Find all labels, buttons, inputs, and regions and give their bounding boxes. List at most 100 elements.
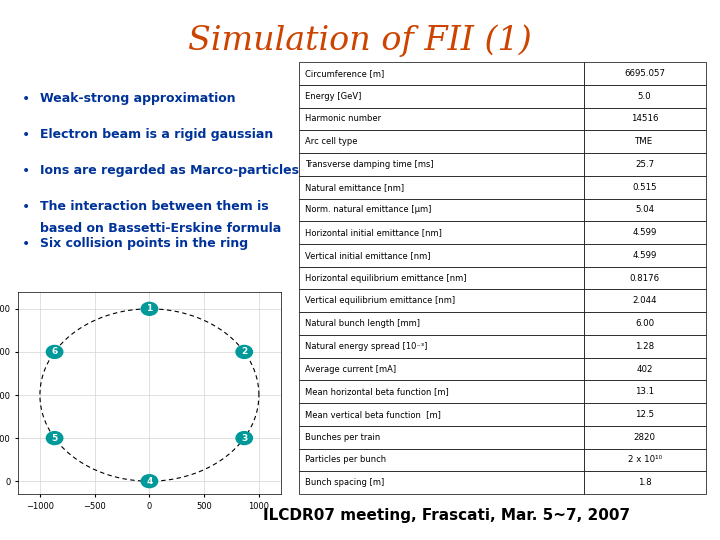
Bar: [299, 221, 583, 244]
Text: 12.5: 12.5: [635, 410, 654, 419]
Circle shape: [141, 302, 158, 315]
Bar: [583, 199, 706, 221]
Text: Natural energy spread [10⁻³]: Natural energy spread [10⁻³]: [305, 342, 427, 351]
Text: Bunches per train: Bunches per train: [305, 433, 380, 442]
Bar: [299, 85, 583, 107]
Text: •: •: [22, 200, 30, 214]
Text: 2: 2: [241, 347, 248, 356]
Bar: [299, 471, 583, 494]
Text: ILCDR07 meeting, Frascati, Mar. 5~7, 2007: ILCDR07 meeting, Frascati, Mar. 5~7, 200…: [263, 508, 630, 523]
Text: 0.515: 0.515: [632, 183, 657, 192]
Text: 5.0: 5.0: [638, 92, 652, 100]
Text: 25.7: 25.7: [635, 160, 654, 169]
Bar: [299, 449, 583, 471]
Text: 0.8176: 0.8176: [629, 274, 660, 282]
Bar: [583, 85, 706, 107]
Bar: [583, 107, 706, 130]
Text: 3: 3: [241, 434, 248, 443]
Bar: [299, 289, 583, 312]
Bar: [583, 403, 706, 426]
Text: Simulation of FII (1): Simulation of FII (1): [188, 24, 532, 57]
Bar: [299, 130, 583, 153]
Text: •: •: [22, 164, 30, 178]
Text: Six collision points in the ring: Six collision points in the ring: [40, 237, 248, 249]
Bar: [583, 289, 706, 312]
Text: Bunch spacing [m]: Bunch spacing [m]: [305, 478, 384, 487]
Circle shape: [236, 431, 253, 444]
Text: 6695.057: 6695.057: [624, 69, 665, 78]
Text: Horizontal equilibrium emittance [nm]: Horizontal equilibrium emittance [nm]: [305, 274, 467, 282]
Circle shape: [141, 475, 158, 488]
Text: Circumference [m]: Circumference [m]: [305, 69, 384, 78]
Bar: [583, 176, 706, 199]
Text: Average current [mA]: Average current [mA]: [305, 364, 396, 374]
Text: Norm. natural emittance [μm]: Norm. natural emittance [μm]: [305, 205, 431, 214]
Text: 4.599: 4.599: [632, 228, 657, 237]
Text: •: •: [22, 92, 30, 106]
Bar: [583, 335, 706, 357]
Text: Particles per bunch: Particles per bunch: [305, 456, 386, 464]
Bar: [299, 153, 583, 176]
Bar: [583, 267, 706, 289]
Bar: [299, 403, 583, 426]
Bar: [583, 62, 706, 85]
Circle shape: [236, 346, 253, 359]
Bar: [299, 312, 583, 335]
Text: 1.28: 1.28: [635, 342, 654, 351]
Text: •: •: [22, 237, 30, 251]
Bar: [299, 62, 583, 85]
Text: TME: TME: [636, 137, 654, 146]
Bar: [583, 244, 706, 267]
Bar: [583, 130, 706, 153]
Text: Transverse damping time [ms]: Transverse damping time [ms]: [305, 160, 433, 169]
Text: •: •: [22, 128, 30, 142]
Text: Mean vertical beta function  [m]: Mean vertical beta function [m]: [305, 410, 441, 419]
Text: Mean horizontal beta function [m]: Mean horizontal beta function [m]: [305, 387, 449, 396]
Text: Ions are regarded as Marco-particles: Ions are regarded as Marco-particles: [40, 164, 299, 177]
Bar: [299, 176, 583, 199]
Bar: [583, 449, 706, 471]
Bar: [299, 107, 583, 130]
Text: Natural bunch length [mm]: Natural bunch length [mm]: [305, 319, 420, 328]
Text: Harmonic number: Harmonic number: [305, 114, 381, 124]
Bar: [299, 380, 583, 403]
Text: 4.599: 4.599: [632, 251, 657, 260]
Text: 13.1: 13.1: [635, 387, 654, 396]
Text: The interaction between them is: The interaction between them is: [40, 200, 269, 213]
Text: Vertical equilibrium emittance [nm]: Vertical equilibrium emittance [nm]: [305, 296, 455, 305]
Text: 14516: 14516: [631, 114, 658, 124]
Text: 2820: 2820: [634, 433, 656, 442]
Bar: [583, 471, 706, 494]
Text: Arc cell type: Arc cell type: [305, 137, 357, 146]
Text: Electron beam is a rigid gaussian: Electron beam is a rigid gaussian: [40, 128, 273, 141]
Text: Horizontal initial emittance [nm]: Horizontal initial emittance [nm]: [305, 228, 442, 237]
Text: 6.00: 6.00: [635, 319, 654, 328]
Text: 1: 1: [146, 305, 153, 313]
Text: 4: 4: [146, 477, 153, 485]
Bar: [583, 380, 706, 403]
Text: Weak-strong approximation: Weak-strong approximation: [40, 92, 235, 105]
Text: 5.04: 5.04: [635, 205, 654, 214]
Text: Natural emittance [nm]: Natural emittance [nm]: [305, 183, 404, 192]
Text: Energy [GeV]: Energy [GeV]: [305, 92, 361, 100]
Bar: [299, 335, 583, 357]
Bar: [583, 312, 706, 335]
Circle shape: [46, 346, 63, 359]
Bar: [299, 357, 583, 380]
Text: 5: 5: [51, 434, 58, 443]
Bar: [299, 199, 583, 221]
Bar: [299, 267, 583, 289]
Bar: [583, 153, 706, 176]
Text: 1.8: 1.8: [638, 478, 652, 487]
Text: Vertical initial emittance [nm]: Vertical initial emittance [nm]: [305, 251, 431, 260]
Bar: [583, 426, 706, 449]
Text: based on Bassetti-Erskine formula: based on Bassetti-Erskine formula: [40, 222, 281, 235]
Circle shape: [46, 431, 63, 444]
Bar: [583, 357, 706, 380]
Text: 402: 402: [636, 364, 653, 374]
Text: 2 x 10¹⁰: 2 x 10¹⁰: [628, 456, 662, 464]
Bar: [299, 426, 583, 449]
Text: 2.044: 2.044: [632, 296, 657, 305]
Bar: [299, 244, 583, 267]
Text: 6: 6: [51, 347, 58, 356]
